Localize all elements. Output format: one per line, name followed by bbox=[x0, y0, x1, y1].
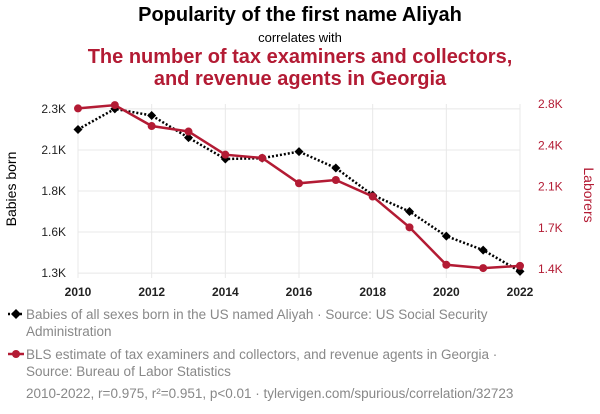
grid-layer bbox=[77, 104, 521, 278]
series-1-point bbox=[441, 231, 451, 241]
chart-title-secondary-line1: The number of tax examiners and collecto… bbox=[87, 46, 513, 68]
series-layer bbox=[73, 101, 525, 276]
y-axis-right-title: Laborers bbox=[581, 167, 597, 222]
chart-subtitle: correlates with bbox=[258, 30, 342, 45]
series-2-point bbox=[221, 150, 230, 159]
series-1-point bbox=[147, 110, 157, 120]
series-2-point bbox=[331, 175, 340, 184]
x-tick-label: 2010 bbox=[65, 285, 92, 299]
y-right-tick-label: 1.4K bbox=[538, 262, 563, 276]
x-tick-label: 2018 bbox=[359, 285, 386, 299]
series-2-point bbox=[147, 122, 156, 131]
legend-item-laborers: BLS estimate of tax examiners and collec… bbox=[8, 346, 548, 382]
x-tick-label: 2022 bbox=[507, 285, 534, 299]
legend-dotted-diamond-icon bbox=[8, 309, 24, 319]
legend-line-circle-icon bbox=[8, 350, 24, 358]
series-2-point bbox=[74, 104, 82, 113]
y-left-tick-label: 1.3K bbox=[41, 266, 66, 280]
x-tick-label: 2016 bbox=[286, 285, 313, 299]
y-axis-left-title: Babies born bbox=[3, 152, 19, 227]
series-2-point bbox=[184, 127, 193, 136]
y-right-tick-label: 2.8K bbox=[538, 97, 563, 111]
footer-stats: 2010-2022, r=0.975, r²=0.951, p<0.01 · t… bbox=[26, 386, 514, 401]
x-tick-label: 2012 bbox=[138, 285, 165, 299]
x-tick-label: 2014 bbox=[212, 285, 239, 299]
series-2-point bbox=[516, 261, 524, 270]
series-2-point bbox=[405, 223, 414, 232]
series-1-point bbox=[331, 163, 341, 173]
series-1-point bbox=[478, 245, 488, 255]
axis-layer: 1.3K 1.6K 1.8K 2.1K 2.3K 1.4K 1.7K 2.1K 2.4K 2.8K… bbox=[41, 97, 562, 299]
legend-label-laborers: BLS estimate of tax examiners and collec… bbox=[26, 347, 498, 379]
series-1-point bbox=[73, 124, 83, 134]
y-left-tick-label: 2.3K bbox=[41, 102, 66, 116]
series-2-point bbox=[258, 153, 267, 162]
series-1-point bbox=[294, 147, 304, 157]
y-right-tick-label: 2.1K bbox=[538, 180, 563, 194]
legend-item-babies: Babies of all sexes born in the US named… bbox=[8, 306, 548, 342]
chart-title: Popularity of the first name Aliyah bbox=[138, 4, 462, 26]
y-right-tick-label: 2.4K bbox=[538, 138, 563, 152]
chart-title-secondary-line2: and revenue agents in Georgia bbox=[153, 68, 447, 90]
series-1-point bbox=[184, 133, 193, 143]
series-2-point bbox=[368, 192, 377, 201]
series-2-point bbox=[479, 264, 488, 273]
legend-label-babies: Babies of all sexes born in the US named… bbox=[26, 307, 488, 339]
y-left-tick-label: 1.6K bbox=[41, 225, 66, 239]
y-left-tick-label: 1.8K bbox=[41, 184, 66, 198]
chart-title-secondary: The number of tax examiners and collecto… bbox=[0, 46, 600, 90]
x-tick-label: 2020 bbox=[433, 285, 460, 299]
y-right-tick-label: 1.7K bbox=[538, 221, 563, 235]
series-2-point bbox=[442, 260, 451, 269]
series-2-point bbox=[110, 101, 119, 110]
y-left-tick-label: 2.1K bbox=[41, 143, 66, 157]
series-2-point bbox=[295, 179, 303, 188]
series-1-point bbox=[405, 207, 414, 217]
